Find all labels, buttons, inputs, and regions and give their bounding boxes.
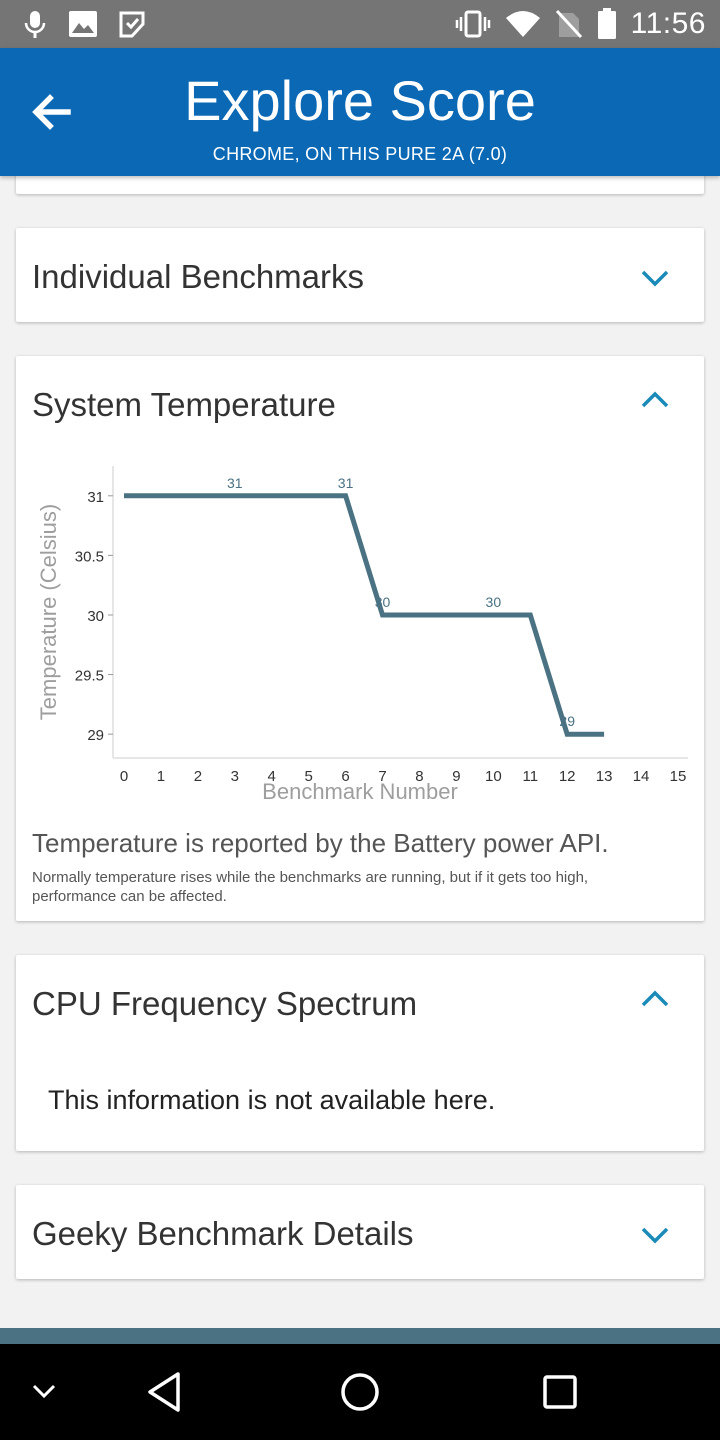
no-sim-icon [555,9,582,39]
y-tick-label: 31 [87,489,104,506]
data-label: 31 [227,475,243,491]
chevron-down-icon[interactable] [640,268,670,288]
x-tick-label: 13 [596,768,613,785]
chevron-up-icon[interactable] [640,390,670,410]
microphone-icon [24,11,46,38]
geeky-benchmark-title: Geeky Benchmark Details [32,1215,414,1252]
bottom-strip [0,1328,720,1344]
x-tick-label: 12 [559,768,576,785]
status-bar: 11:56 [0,0,720,48]
chart-axes [112,466,688,759]
data-label: 31 [338,475,354,491]
collapse-icon[interactable] [30,1382,58,1402]
individual-benchmarks-title: Individual Benchmarks [32,258,364,295]
x-tick-label: 8 [415,768,423,785]
battery-icon [597,8,616,39]
temperature-series-line [124,493,605,737]
x-tick-label: 15 [670,768,687,785]
chevron-up-icon[interactable] [640,989,670,1009]
x-tick-label: 3 [231,768,239,785]
chevron-down-icon[interactable] [640,1225,670,1245]
x-tick-label: 7 [378,768,386,785]
temperature-note: Temperature is reported by the Battery p… [32,828,609,858]
data-label: 30 [375,594,391,610]
page-title: Explore Score [184,69,536,132]
play-store-icon [119,11,145,38]
back-arrow-icon[interactable] [28,88,76,136]
image-icon [69,11,97,37]
geeky-benchmark-card[interactable]: Geeky Benchmark Details [16,1185,704,1279]
data-label: 29 [559,713,575,729]
temperature-note-detail: Normally temperature rises while the ben… [32,869,589,905]
clock: 11:56 [630,7,706,40]
home-icon[interactable] [339,1371,381,1413]
y-axis-title: Temperature (Celsius) [36,504,61,720]
cpu-frequency-card: CPU Frequency Spectrum This information … [16,955,704,1151]
x-tick-label: 1 [157,768,165,785]
y-tick-label: 30.5 [75,548,104,565]
page-subtitle: CHROME, ON THIS PURE 2A (7.0) [212,144,508,164]
navigation-bar [0,1344,720,1440]
wifi-icon [505,11,540,37]
recents-icon[interactable] [542,1374,578,1410]
x-tick-label: 11 [522,768,538,785]
data-labels: 31 31 30 30 29 [227,475,575,729]
individual-benchmarks-card[interactable]: Individual Benchmarks [16,228,704,322]
cpu-frequency-title: CPU Frequency Spectrum [32,985,418,1022]
y-tick-label: 29.5 [75,668,104,685]
x-tick-label: 4 [268,768,276,785]
y-tick-label: 29 [87,727,104,744]
x-tick-label: 9 [452,768,460,785]
x-tick-label: 0 [120,768,128,785]
x-tick-label: 5 [304,768,312,785]
system-temperature-title: System Temperature [32,386,336,423]
x-tick-label: 14 [633,768,650,785]
x-axis-title: Benchmark Number [262,779,458,804]
y-tick-label: 30 [87,608,104,625]
y-ticks: 29 29.5 30 30.5 31 [75,489,113,744]
app-bar: Explore Score CHROME, ON THIS PURE 2A (7… [0,48,720,176]
data-label: 30 [486,594,502,610]
x-tick-label: 10 [485,768,502,785]
x-ticks: 0 1 2 3 4 5 6 7 8 9 10 11 12 13 14 15 [120,768,687,785]
x-tick-label: 2 [194,768,202,785]
cpu-unavailable-message: This information is not available here. [48,1085,496,1115]
x-tick-label: 6 [341,768,349,785]
back-icon[interactable] [144,1370,184,1414]
vibrate-icon [455,10,490,38]
